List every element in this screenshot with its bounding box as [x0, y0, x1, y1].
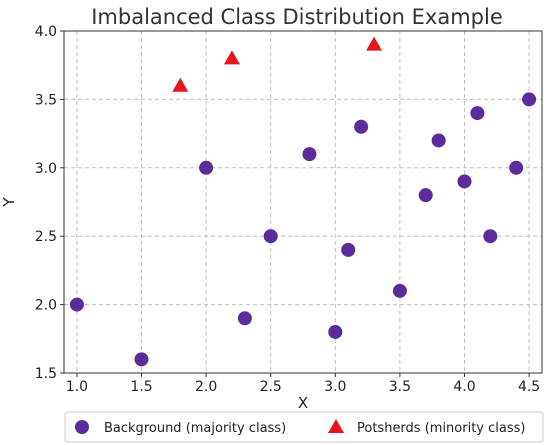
data-point-circle [431, 133, 446, 148]
chart-title: Imbalanced Class Distribution Example [91, 5, 503, 29]
y-tick-label: 4.0 [35, 24, 57, 40]
data-point-circle [199, 160, 214, 175]
y-tick-label: 3.5 [35, 92, 57, 108]
data-point-circle [263, 229, 278, 244]
data-point-circle [470, 106, 485, 121]
legend-marker-background [75, 420, 89, 434]
x-tick-label: 3.0 [324, 379, 346, 395]
data-point-circle [392, 283, 407, 298]
data-point-circle [418, 188, 433, 203]
y-tick-label: 2.0 [35, 298, 57, 314]
x-tick-label: 2.5 [260, 379, 282, 395]
y-tick-label: 2.5 [35, 229, 57, 245]
y-tick-label: 1.5 [35, 366, 57, 382]
y-axis-label: Y [0, 197, 18, 208]
data-point-circle [69, 297, 84, 312]
x-axis-label: X [298, 394, 308, 412]
legend: Background (majority class) Potsherds (m… [64, 411, 544, 443]
data-point-circle [522, 92, 537, 107]
data-point-circle [341, 242, 356, 257]
legend-box [64, 411, 544, 443]
x-tick-label: 1.0 [66, 379, 88, 395]
data-point-circle [134, 352, 149, 367]
data-point-triangle [366, 36, 383, 51]
data-point-circle [302, 147, 317, 162]
legend-label-background: Background (majority class) [104, 421, 286, 436]
data-point-circle [237, 311, 252, 326]
data-point-circle [457, 174, 472, 189]
legend-label-potsherds: Potsherds (minority class) [357, 421, 525, 436]
data-point-triangle [172, 77, 189, 92]
data-point-circle [328, 324, 343, 339]
x-tick-label: 4.0 [453, 379, 475, 395]
x-tick-label: 3.5 [389, 379, 411, 395]
data-point-circle [354, 119, 369, 134]
data-point-triangle [223, 50, 240, 65]
y-tick-label: 3.0 [35, 161, 57, 177]
x-tick-label: 1.5 [130, 379, 152, 395]
x-axis-ticks: 1.0 1.5 2.0 2.5 3.0 3.5 4.0 4.5 [66, 373, 540, 395]
legend-marker-potsherds [328, 419, 344, 433]
data-point-circle [509, 160, 524, 175]
data-points [69, 36, 537, 367]
x-tick-label: 2.0 [195, 379, 217, 395]
plot-frame [63, 30, 543, 374]
grid-lines [64, 30, 542, 374]
x-tick-label: 4.5 [518, 379, 540, 395]
y-axis-ticks: 1.5 2.0 2.5 3.0 3.5 4.0 [35, 24, 64, 382]
data-point-circle [483, 229, 498, 244]
